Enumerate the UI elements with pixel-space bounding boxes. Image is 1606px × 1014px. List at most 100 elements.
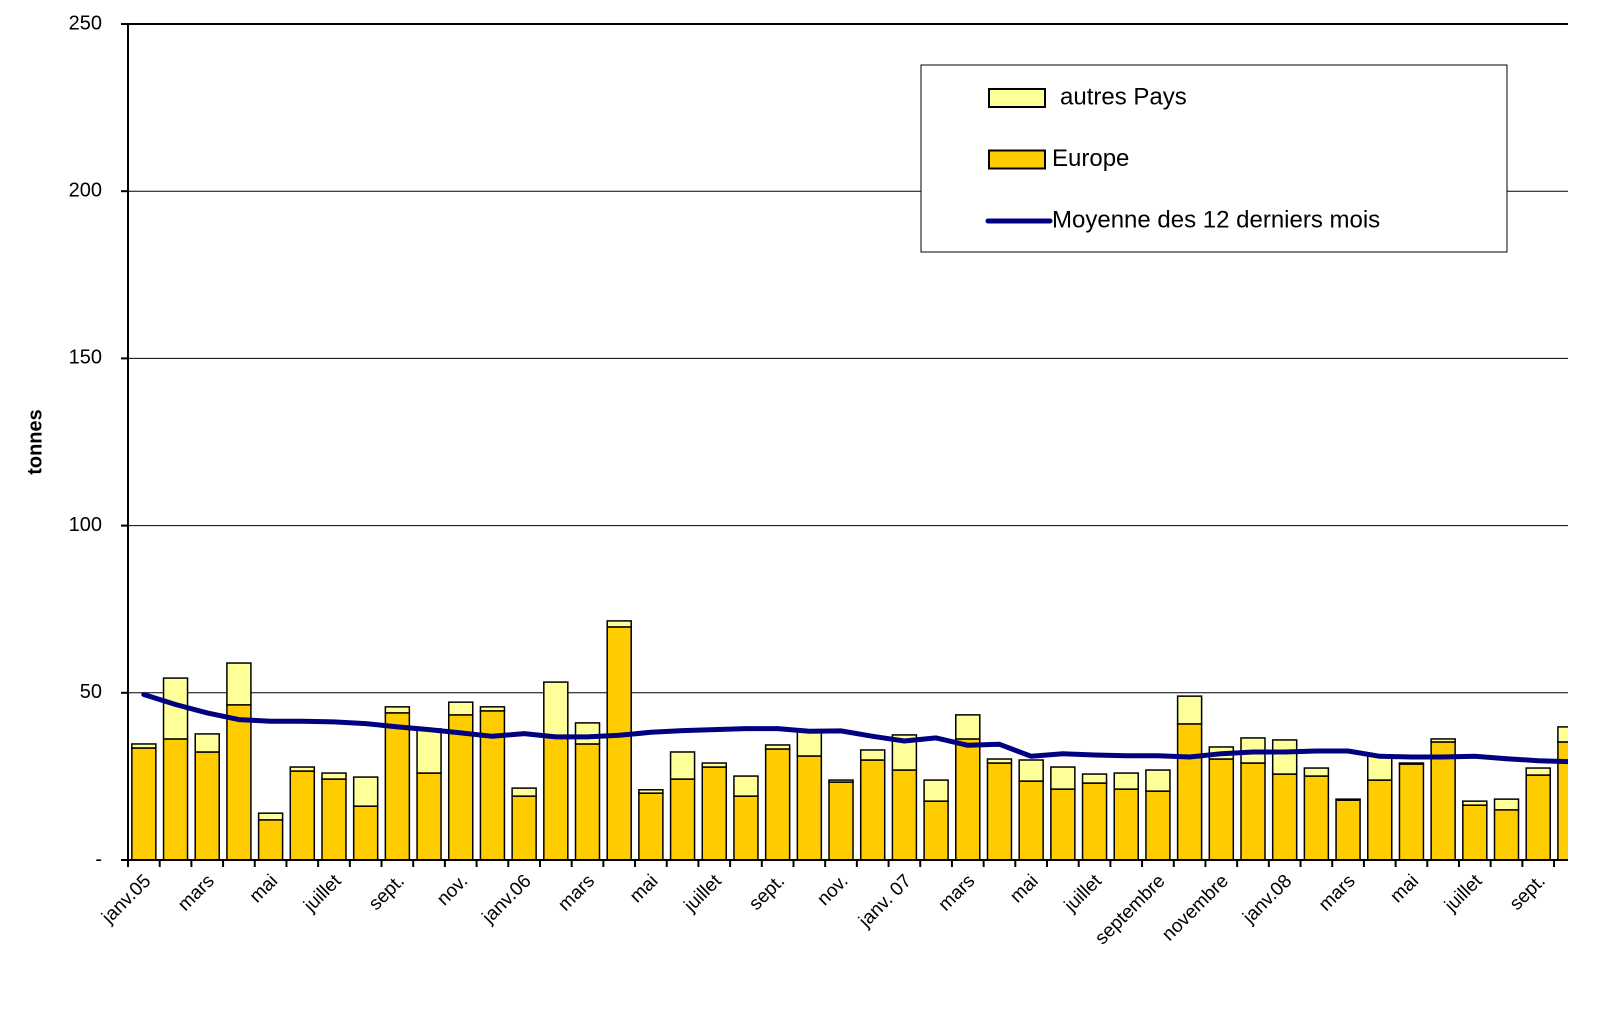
x-tick-label: mai xyxy=(1386,871,1423,908)
y-tick-label: 250 xyxy=(69,12,102,34)
legend-swatch xyxy=(988,149,1046,170)
x-tick-label: sept. xyxy=(745,871,789,915)
bar-segment xyxy=(828,779,854,783)
bar-segment xyxy=(1335,799,1361,861)
bar-segment xyxy=(923,800,949,861)
bar-segment xyxy=(986,758,1013,764)
bar-segment xyxy=(1430,741,1456,861)
bar-segment xyxy=(606,626,632,861)
bar-segment xyxy=(1050,788,1076,861)
x-tick-label: juillet xyxy=(299,870,346,917)
x-tick-label: sept. xyxy=(1506,871,1550,915)
bar-segment xyxy=(416,772,442,861)
bar-segment xyxy=(1398,762,1425,765)
bar-segment xyxy=(859,759,886,861)
bar-segment xyxy=(1145,790,1171,861)
x-tick-label: mai xyxy=(626,871,663,908)
bar-segment xyxy=(384,706,411,714)
bar-segment xyxy=(764,748,791,861)
bar-segment xyxy=(638,789,664,794)
y-axis-label: tonnes xyxy=(24,409,46,475)
bar-segment xyxy=(511,787,537,797)
bar-segment xyxy=(574,743,601,861)
bar-segment xyxy=(321,778,347,861)
legend-label: autres Pays xyxy=(1060,83,1187,110)
bar-segment xyxy=(1018,780,1044,861)
bar-segment xyxy=(289,770,316,861)
bar-segment xyxy=(1081,782,1108,861)
bar-segment xyxy=(701,762,728,768)
bar-segment xyxy=(638,792,664,861)
bar-segment xyxy=(1525,767,1551,776)
bar-segment xyxy=(1430,738,1456,743)
bar-segment xyxy=(1557,741,1568,861)
x-tick-label: juillet xyxy=(1440,870,1487,917)
bar-segment xyxy=(257,812,284,821)
bar-segment xyxy=(352,776,379,807)
bar-segment xyxy=(543,735,569,861)
bar-segment xyxy=(194,733,220,753)
x-tick-label: janv.06 xyxy=(478,871,536,929)
x-tick-label: sept. xyxy=(365,871,409,915)
legend-label: Moyenne des 12 derniers mois xyxy=(1052,206,1380,233)
x-tick-label: novembre xyxy=(1158,871,1233,946)
bar-segment xyxy=(131,747,157,861)
x-tick-label: mai xyxy=(246,871,283,908)
bar-segment xyxy=(1018,759,1044,782)
bar-segment xyxy=(891,769,918,861)
bar-segment xyxy=(1398,763,1425,861)
bar-segment xyxy=(733,795,759,861)
bar-segment xyxy=(1271,739,1298,775)
bar-segment xyxy=(447,701,474,716)
bar-segment xyxy=(796,755,823,861)
y-tick-label: 200 xyxy=(69,179,102,201)
bar-segment xyxy=(606,620,632,628)
bar-segment xyxy=(162,738,189,861)
bar-segment xyxy=(1557,726,1568,743)
bar-segment xyxy=(733,775,759,797)
bar-segment xyxy=(859,749,886,761)
x-tick-label: mars xyxy=(935,871,980,916)
bar-segment xyxy=(1208,758,1235,861)
bar-segment xyxy=(1525,774,1551,861)
x-tick-label: nov. xyxy=(813,871,852,910)
bar-segment xyxy=(416,728,442,774)
bar-segment xyxy=(1303,767,1330,777)
bar-segment xyxy=(447,714,474,861)
bar-segment xyxy=(289,766,316,772)
bar-segment xyxy=(1081,773,1108,784)
legend-label: Europe xyxy=(1052,145,1129,172)
legend-swatch xyxy=(988,88,1046,108)
x-tick-label: juillet xyxy=(1060,870,1107,917)
bar-segment xyxy=(1367,779,1393,861)
bar-segment xyxy=(828,781,854,861)
x-tick-label: juillet xyxy=(680,870,727,917)
y-tick-label: 100 xyxy=(69,514,102,536)
x-tick-label: mai xyxy=(1006,871,1043,908)
x-tick-label: janv.05 xyxy=(97,871,155,929)
bar-segment xyxy=(796,729,823,757)
bar-segment xyxy=(986,762,1013,861)
bar-segment xyxy=(1462,804,1488,861)
x-tick-label: janv.08 xyxy=(1238,871,1296,929)
bar-segment xyxy=(1145,769,1171,792)
bar-segment xyxy=(955,714,981,740)
bar-segment xyxy=(226,662,252,706)
bar-segment xyxy=(764,744,791,750)
x-tick-label: nov. xyxy=(433,871,472,910)
bar-segment xyxy=(669,778,696,861)
bar-segment xyxy=(955,738,981,861)
bar-segment xyxy=(479,706,506,712)
legend: autres Pays Europe Moyenne des 12 derniers… xyxy=(920,64,1508,253)
bar-segment xyxy=(1493,809,1520,861)
bar-segment xyxy=(131,743,157,749)
plot-area xyxy=(131,620,1568,861)
bar-segment xyxy=(1176,695,1203,725)
bar-segment xyxy=(511,795,537,861)
bar-segment xyxy=(1493,798,1520,811)
bar-segment xyxy=(384,712,411,861)
bar-segment xyxy=(1176,723,1203,861)
bar-segment xyxy=(701,766,728,861)
bar-segment xyxy=(1113,788,1139,861)
